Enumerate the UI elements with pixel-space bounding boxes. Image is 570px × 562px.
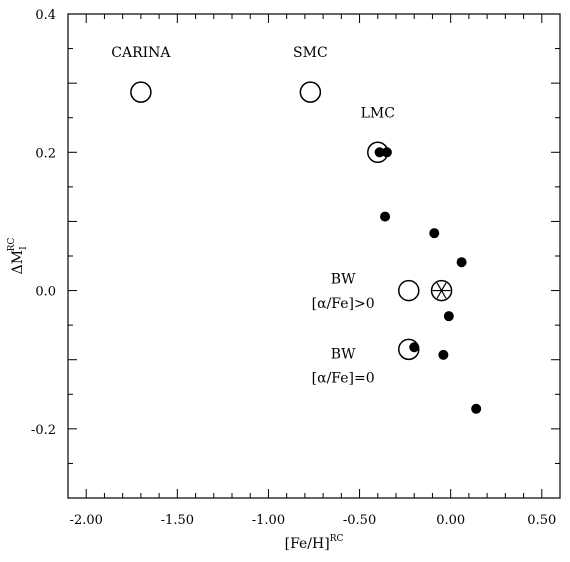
x-tick-label: -1.00	[252, 513, 285, 528]
x-axis-title: [Fe/H]RC	[285, 534, 344, 552]
x-tick-label: 0.50	[527, 513, 556, 528]
y-tick-label: -0.2	[31, 423, 56, 438]
annotation-bw1: BW	[331, 272, 356, 288]
y-axis-title-main: ΔM	[10, 250, 26, 274]
filled-circle-point	[471, 403, 482, 414]
sun-symbol-spoke	[436, 282, 447, 299]
annotation-bw2b: [α/Fe]=0	[312, 371, 375, 387]
annotation-carina: CARINA	[111, 45, 171, 61]
x-tick-label: -0.50	[343, 513, 376, 528]
y-axis: -0.2 0.0 0.2 0.4	[31, 8, 560, 464]
open-circle-point	[299, 81, 322, 103]
annotation-smc: SMC	[293, 45, 328, 61]
filled-circle-point	[409, 342, 420, 353]
filled-circle-point	[380, 211, 391, 222]
x-tick-label: -2.00	[70, 513, 103, 528]
x-tick-label: 0.00	[436, 513, 465, 528]
x-axis-title-main: [Fe/H]	[285, 536, 330, 552]
y-tick-label: 0.4	[35, 8, 56, 23]
open-circle-point	[398, 279, 420, 302]
y-tick-label: 0.0	[35, 285, 56, 300]
filled-circle-point	[381, 147, 392, 158]
annotation-bw1b: [α/Fe]>0	[312, 296, 375, 312]
y-axis-title: ΔMIRC	[7, 238, 29, 275]
x-axis-title-sup: RC	[330, 534, 344, 544]
annotation-lmc: LMC	[361, 106, 395, 122]
annotation-bw2: BW	[331, 346, 356, 362]
annotations: CARINA SMC LMC BW [α/Fe]>0 BW [α/Fe]=0	[111, 45, 395, 387]
open-circle-point	[130, 81, 152, 103]
y-axis-title-sup: RC	[7, 238, 17, 252]
filled-circle-point	[443, 311, 454, 322]
y-axis-title-sub: I	[19, 246, 29, 250]
y-tick-label: 0.2	[35, 146, 56, 161]
filled-circle-point	[438, 349, 449, 360]
data-points	[130, 81, 482, 414]
x-tick-label: -1.50	[161, 513, 194, 528]
filled-circle-point	[429, 228, 440, 239]
filled-circle-point	[374, 147, 385, 158]
filled-circle-point	[456, 257, 467, 268]
x-axis: -2.00 -1.50 -1.00 -0.50 0.00 0.50	[67, 14, 561, 528]
